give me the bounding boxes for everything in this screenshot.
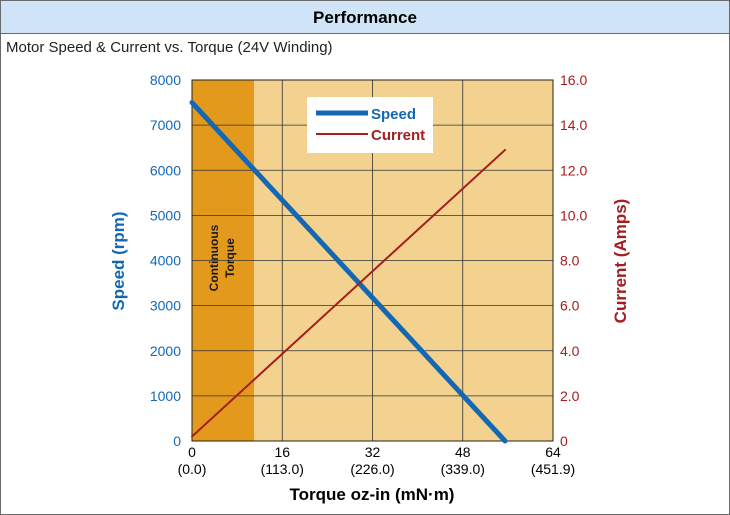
y-left-tick-label: 3000	[150, 298, 181, 314]
y-left-tick-label: 0	[173, 433, 181, 449]
x-axis-label: Torque oz-in (mN·m)	[290, 485, 455, 504]
legend-box	[307, 97, 433, 153]
y-right-tick-label: 2.0	[560, 388, 580, 404]
continuous-torque-label-1: Continuous	[207, 224, 221, 291]
y-right-tick-label: 12.0	[560, 162, 587, 178]
plot-border	[191, 79, 554, 442]
x-tick-sublabel: (226.0)	[350, 461, 394, 477]
y-right-tick-label: 6.0	[560, 298, 580, 314]
legend-label-speed: Speed	[371, 106, 416, 123]
y-left-tick-label: 4000	[150, 253, 181, 269]
x-tick-sublabel: (113.0)	[261, 461, 304, 477]
y-left-tick-label: 1000	[150, 388, 181, 404]
y-right-tick-label: 10.0	[560, 207, 587, 223]
y-left-tick-label: 7000	[150, 117, 181, 133]
y-right-tick-label: 14.0	[560, 117, 587, 133]
y-right-axis-label: Current (Amps)	[611, 199, 630, 324]
y-right-tick-label: 16.0	[560, 72, 587, 88]
y-left-axis-label: Speed (rpm)	[109, 211, 128, 310]
series-line-current	[191, 148, 507, 438]
axis-ticks: 0 1000 2000 3000 4000 5000 6000 7000 8000 0 2.0 4.0…	[150, 72, 588, 477]
legend: Speed Current	[307, 97, 433, 153]
x-tick-sublabel: (339.0)	[441, 461, 485, 477]
continuous-torque-label-2: Torque	[223, 238, 237, 278]
series-lines	[189, 100, 508, 444]
y-left-tick-label: 8000	[150, 72, 181, 88]
panel-header: Performance	[1, 1, 729, 34]
series-line-speed	[189, 100, 508, 444]
x-tick-label: 48	[455, 444, 471, 460]
x-tick-label: 64	[545, 444, 561, 460]
x-tick-sublabel: (0.0)	[178, 461, 207, 477]
y-right-tick-label: 8.0	[560, 253, 580, 269]
y-right-tick-label: 4.0	[560, 343, 580, 359]
x-tick-sublabel: (451.9)	[531, 461, 575, 477]
chart-subtitle: Motor Speed & Current vs. Torque (24V Wi…	[6, 39, 333, 56]
y-right-tick-label: 0	[560, 433, 568, 449]
y-left-tick-label: 2000	[150, 343, 181, 359]
legend-label-current: Current	[371, 127, 425, 144]
y-left-tick-label: 5000	[150, 207, 181, 223]
y-left-tick-label: 6000	[150, 162, 181, 178]
x-tick-label: 16	[274, 444, 290, 460]
x-tick-label: 0	[188, 444, 196, 460]
x-tick-label: 32	[365, 444, 381, 460]
